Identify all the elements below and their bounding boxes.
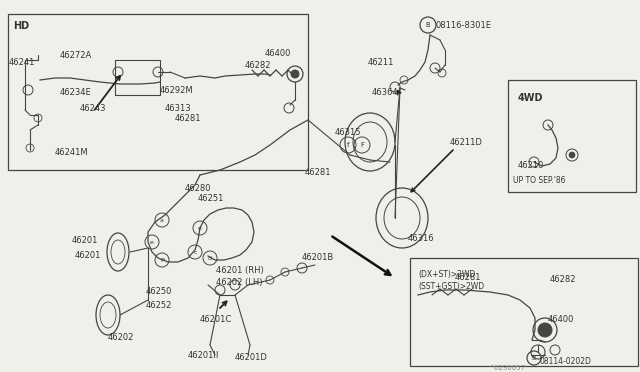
Text: 46201 (RH): 46201 (RH)	[216, 266, 264, 275]
Text: 46210: 46210	[518, 160, 545, 170]
Text: F: F	[360, 142, 364, 148]
Text: 46241: 46241	[9, 58, 35, 67]
Text: a: a	[160, 218, 164, 222]
Text: 46251: 46251	[198, 193, 225, 202]
Text: d: d	[208, 256, 212, 260]
Text: 46281: 46281	[305, 167, 332, 176]
Text: (SST+GST)>2WD: (SST+GST)>2WD	[418, 282, 484, 291]
Text: 46202: 46202	[108, 334, 134, 343]
Text: p: p	[160, 257, 164, 263]
Text: 46243: 46243	[80, 103, 106, 112]
Circle shape	[569, 152, 575, 158]
Text: 46201: 46201	[75, 250, 101, 260]
Text: (DX+ST)>2WD: (DX+ST)>2WD	[418, 269, 476, 279]
Bar	[410, 258, 638, 366]
Text: ^6230057: ^6230057	[488, 365, 525, 371]
Text: 46234E: 46234E	[60, 87, 92, 96]
Text: f: f	[347, 142, 349, 148]
Text: 46201D: 46201D	[235, 353, 268, 362]
Text: 46201B: 46201B	[302, 253, 334, 263]
Text: 46252: 46252	[146, 301, 172, 311]
Text: 46250: 46250	[146, 288, 172, 296]
Text: 46201II: 46201II	[188, 350, 220, 359]
Text: 46241M: 46241M	[55, 148, 88, 157]
Text: HD: HD	[13, 21, 29, 31]
Text: 46400: 46400	[548, 315, 574, 324]
Text: 46364: 46364	[372, 87, 399, 96]
Text: 46202 (LH): 46202 (LH)	[216, 278, 262, 286]
Text: B: B	[426, 22, 430, 28]
Text: 08116-8301E: 08116-8301E	[436, 20, 492, 29]
Text: 46201C: 46201C	[200, 315, 232, 324]
Text: 46316: 46316	[408, 234, 435, 243]
Text: 46315: 46315	[335, 128, 362, 137]
Text: 46400: 46400	[265, 48, 291, 58]
Bar	[115, 60, 160, 95]
Bar	[8, 14, 308, 170]
Text: 46292M: 46292M	[160, 86, 194, 94]
Text: e: e	[198, 225, 202, 231]
Text: c: c	[193, 250, 196, 254]
Bar	[508, 80, 636, 192]
Text: 46282: 46282	[245, 61, 271, 70]
Text: 46211D: 46211D	[450, 138, 483, 147]
Text: 46281: 46281	[455, 273, 481, 282]
Text: 08114-0202D: 08114-0202D	[540, 357, 592, 366]
Text: 46280: 46280	[185, 183, 211, 192]
Text: B: B	[532, 356, 536, 360]
Text: 4WD: 4WD	[518, 93, 543, 103]
Text: e: e	[150, 240, 154, 244]
Text: 46282: 46282	[550, 276, 577, 285]
Text: 46313: 46313	[165, 103, 191, 112]
Text: 46281: 46281	[175, 113, 202, 122]
Circle shape	[291, 70, 299, 78]
Text: UP TO SEP.'86: UP TO SEP.'86	[513, 176, 566, 185]
Text: 46272A: 46272A	[60, 51, 92, 60]
Circle shape	[538, 323, 552, 337]
Text: 46211: 46211	[368, 58, 394, 67]
Text: 46201: 46201	[72, 235, 99, 244]
